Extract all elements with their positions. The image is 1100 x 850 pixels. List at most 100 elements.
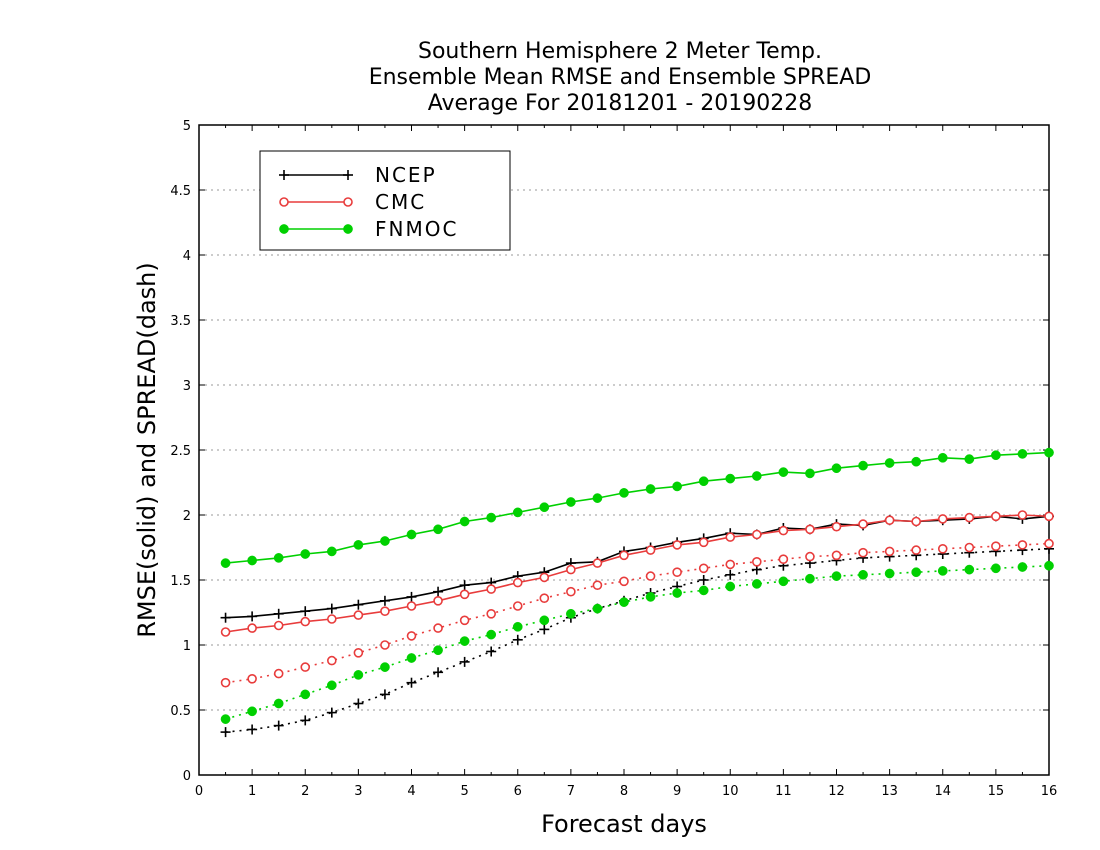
ncep-spread-point <box>539 624 550 635</box>
legend-label-ncep: NCEP <box>375 163 437 187</box>
cmc-spread-point <box>884 546 895 557</box>
fnmoc-spread-point <box>964 564 975 575</box>
ncep-spread-point <box>725 569 736 580</box>
fnmoc-spread-point <box>433 645 443 656</box>
fnmoc-rmse-point <box>486 512 497 523</box>
x-tick-label: 8 <box>620 784 628 799</box>
cmc-rmse-point <box>858 519 868 529</box>
cmc-rmse-point <box>459 589 470 600</box>
title-line-3: Average For 20181201 - 20190228 <box>428 91 813 116</box>
fnmoc-rmse-point <box>831 463 842 474</box>
x-tick-label: 15 <box>988 784 1005 799</box>
fnmoc-spread-point <box>805 573 815 584</box>
fnmoc-rmse-point <box>512 507 523 518</box>
fnmoc-rmse-point <box>433 524 443 535</box>
cmc-spread-point <box>247 673 257 684</box>
ncep-rmse-point <box>459 580 470 591</box>
fnmoc-spread-point <box>698 585 709 596</box>
fnmoc-rmse-point <box>459 516 470 527</box>
fnmoc-spread-point <box>247 706 257 717</box>
cmc-spread-point <box>964 542 975 553</box>
legend-marker-fnmoc <box>343 224 353 234</box>
fnmoc-spread-point <box>831 571 842 581</box>
cmc-rmse-point <box>698 537 709 548</box>
fnmoc-spread-point <box>326 680 337 691</box>
x-tick-label: 1 <box>248 784 256 799</box>
cmc-rmse-point <box>884 515 895 526</box>
cmc-rmse-point <box>645 545 656 555</box>
cmc-rmse-point <box>831 521 842 532</box>
cmc-rmse-point <box>672 540 682 550</box>
legend-marker-fnmoc <box>279 224 289 234</box>
cmc-spread-point <box>220 677 231 688</box>
fnmoc-rmse-point <box>751 471 762 481</box>
cmc-spread-point <box>327 655 337 666</box>
y-tick-label: 4.5 <box>170 184 191 199</box>
x-tick-label: 11 <box>775 784 792 799</box>
cmc-spread-point <box>1044 538 1054 549</box>
cmc-rmse-point <box>592 558 603 568</box>
cmc-rmse-point <box>220 627 231 637</box>
cmc-rmse-point <box>964 512 975 523</box>
cmc-spread-point <box>433 623 443 633</box>
y-tick-label: 3.5 <box>170 314 191 329</box>
ncep-spread-point <box>379 689 390 700</box>
ncep-rmse-point <box>273 608 284 619</box>
fnmoc-spread-point <box>592 603 603 614</box>
cmc-spread-point <box>911 545 921 555</box>
fnmoc-spread-line <box>225 564 1050 720</box>
ncep-rmse-point <box>220 612 231 623</box>
x-tick-label: 13 <box>881 784 898 799</box>
y-tick-label: 0 <box>183 769 191 784</box>
legend-label-cmc: CMC <box>375 190 426 214</box>
fnmoc-spread-point <box>884 568 895 579</box>
fnmoc-rmse-point <box>698 476 709 487</box>
y-tick-label: 0.5 <box>170 704 191 719</box>
cmc-spread-point <box>991 541 1001 552</box>
cmc-spread-point <box>698 563 709 574</box>
fnmoc-spread-point <box>220 714 231 724</box>
cmc-spread-point <box>406 631 417 641</box>
ncep-rmse-point <box>247 611 258 622</box>
y-tick-label: 5 <box>183 119 191 134</box>
y-tick-label: 4 <box>183 249 191 264</box>
fnmoc-spread-point <box>778 576 789 587</box>
cmc-spread-point <box>380 640 390 650</box>
fnmoc-rmse-point <box>353 540 364 550</box>
cmc-rmse-point <box>991 511 1001 522</box>
ncep-rmse-point <box>433 586 444 597</box>
y-tick-label: 2 <box>183 509 191 524</box>
cmc-rmse-point <box>406 601 417 611</box>
x-tick-label: 2 <box>301 784 309 799</box>
chart-title: Southern Hemisphere 2 Meter Temp. Ensemb… <box>369 39 872 116</box>
fnmoc-spread-point <box>273 698 284 709</box>
ncep-rmse-point <box>406 591 417 602</box>
y-tick-label: 1 <box>183 639 191 654</box>
fnmoc-rmse-point <box>964 454 975 464</box>
fnmoc-rmse-point <box>247 555 257 566</box>
fnmoc-rmse-point <box>645 484 656 494</box>
fnmoc-spread-point <box>566 608 576 619</box>
fnmoc-rmse-point <box>566 497 576 507</box>
cmc-rmse-point <box>725 532 736 542</box>
fnmoc-spread-point <box>672 588 682 598</box>
cmc-spread-point <box>752 556 762 567</box>
cmc-spread-point <box>353 647 364 658</box>
cmc-rmse-point <box>1044 511 1054 522</box>
fnmoc-spread-point <box>353 670 364 680</box>
y-axis-ticks: 0 0.5 1 1.5 2 2.5 3 3.5 4 4.5 5 <box>170 119 1049 784</box>
series-layer <box>220 447 1054 738</box>
cmc-rmse-point <box>512 577 523 588</box>
fnmoc-rmse-point <box>991 450 1001 461</box>
fnmoc-rmse-point <box>1017 449 1028 459</box>
cmc-spread-point <box>831 550 842 561</box>
cmc-rmse-point <box>566 564 576 575</box>
x-tick-label: 16 <box>1041 784 1058 799</box>
legend-marker-cmc <box>279 197 289 207</box>
ncep-spread-point <box>406 677 417 688</box>
x-tick-label: 7 <box>567 784 575 799</box>
cmc-spread-point <box>858 547 868 558</box>
fnmoc-rmse-point <box>1044 447 1054 458</box>
y-tick-label: 1.5 <box>170 574 191 589</box>
ncep-spread-point <box>486 646 497 657</box>
